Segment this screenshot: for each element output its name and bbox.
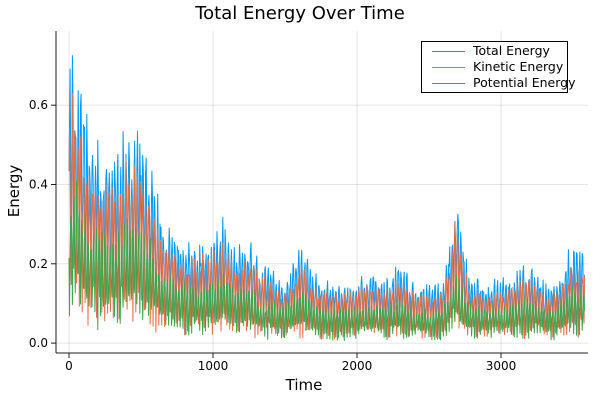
legend-line-kinetic-energy — [432, 66, 465, 68]
legend-item-total-energy: Total Energy — [422, 44, 567, 58]
x-tick-label: 1000 — [198, 359, 229, 373]
axes — [51, 31, 588, 358]
x-axis-label: Time — [285, 376, 323, 394]
y-tick-label: 0.2 — [29, 257, 48, 271]
series-line-kinetic-energy — [68, 92, 585, 341]
y-axis-label: Energy — [5, 164, 23, 218]
x-tick-label: 0 — [65, 359, 73, 373]
y-tick-label: 0.6 — [29, 98, 48, 112]
legend: Total Energy Kinetic Energy Potential En… — [421, 41, 576, 93]
legend-item-kinetic-energy: Kinetic Energy — [422, 60, 567, 74]
x-tick-label: 3000 — [486, 359, 517, 373]
legend-label-total-energy: Total Energy — [473, 43, 550, 58]
tick-labels: 0 1000 2000 3000 0.0 0.2 0.4 0.6 — [29, 98, 516, 373]
legend-line-potential-energy — [432, 82, 465, 84]
y-tick-label: 0.4 — [29, 178, 48, 192]
x-tick-label: 2000 — [342, 359, 373, 373]
chart-title: Total Energy Over Time — [195, 3, 405, 24]
legend-label-potential-energy: Potential Energy — [473, 75, 576, 90]
series-line-potential-energy — [68, 180, 585, 341]
legend-item-potential-energy: Potential Energy — [422, 76, 576, 90]
legend-label-kinetic-energy: Kinetic Energy — [473, 59, 564, 74]
legend-line-total-energy — [432, 50, 465, 52]
y-tick-label: 0.0 — [29, 336, 48, 350]
